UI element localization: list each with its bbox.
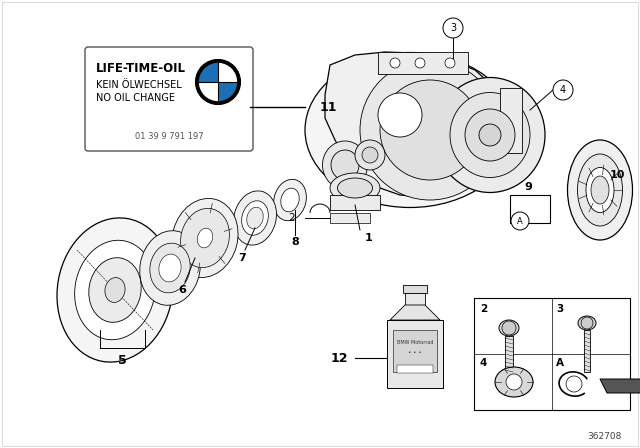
Wedge shape bbox=[198, 62, 218, 82]
Text: KEIN ÖLWECHSEL: KEIN ÖLWECHSEL bbox=[96, 80, 182, 90]
Ellipse shape bbox=[495, 367, 533, 397]
Text: 8: 8 bbox=[291, 237, 299, 247]
Circle shape bbox=[445, 58, 455, 68]
Ellipse shape bbox=[140, 231, 200, 305]
Ellipse shape bbox=[568, 140, 632, 240]
Ellipse shape bbox=[465, 109, 515, 161]
Bar bbox=[378, 52, 468, 74]
Text: 11: 11 bbox=[320, 100, 337, 113]
Bar bbox=[405, 293, 425, 305]
Ellipse shape bbox=[586, 168, 614, 212]
Text: BMW Motorrad: BMW Motorrad bbox=[397, 340, 433, 345]
Text: • • •: • • • bbox=[408, 350, 422, 356]
Text: 3: 3 bbox=[450, 23, 456, 33]
Ellipse shape bbox=[380, 80, 480, 180]
Text: 12: 12 bbox=[330, 352, 348, 365]
Bar bbox=[584, 330, 590, 372]
Ellipse shape bbox=[360, 60, 500, 200]
Text: 1: 1 bbox=[365, 233, 372, 243]
Polygon shape bbox=[390, 305, 440, 320]
Ellipse shape bbox=[57, 218, 173, 362]
Text: 5: 5 bbox=[118, 353, 126, 366]
Circle shape bbox=[355, 140, 385, 170]
Circle shape bbox=[196, 60, 240, 104]
Ellipse shape bbox=[274, 179, 307, 221]
Ellipse shape bbox=[197, 228, 212, 248]
Ellipse shape bbox=[591, 176, 609, 204]
Polygon shape bbox=[325, 52, 505, 197]
Text: 362708: 362708 bbox=[588, 431, 622, 440]
Circle shape bbox=[581, 317, 593, 329]
Ellipse shape bbox=[305, 52, 515, 207]
Ellipse shape bbox=[499, 320, 519, 336]
Ellipse shape bbox=[331, 150, 359, 180]
Circle shape bbox=[390, 58, 400, 68]
Text: A: A bbox=[517, 216, 523, 225]
Ellipse shape bbox=[159, 254, 181, 282]
Text: A: A bbox=[556, 358, 564, 368]
Ellipse shape bbox=[337, 178, 372, 198]
Ellipse shape bbox=[172, 198, 238, 278]
Wedge shape bbox=[218, 82, 238, 102]
Text: 4: 4 bbox=[560, 85, 566, 95]
Bar bbox=[387, 320, 443, 388]
Ellipse shape bbox=[242, 201, 268, 235]
Circle shape bbox=[566, 376, 582, 392]
Polygon shape bbox=[600, 379, 640, 393]
Circle shape bbox=[378, 93, 422, 137]
Text: 2: 2 bbox=[289, 213, 295, 223]
Circle shape bbox=[198, 62, 238, 102]
Circle shape bbox=[511, 212, 529, 230]
Bar bbox=[505, 336, 513, 371]
Ellipse shape bbox=[89, 258, 141, 322]
Text: 3: 3 bbox=[556, 304, 563, 314]
Text: 7: 7 bbox=[238, 253, 246, 263]
Circle shape bbox=[362, 147, 378, 163]
Ellipse shape bbox=[450, 92, 530, 177]
Ellipse shape bbox=[234, 191, 276, 245]
Text: 10: 10 bbox=[610, 170, 625, 180]
FancyBboxPatch shape bbox=[85, 47, 253, 151]
Ellipse shape bbox=[150, 243, 190, 293]
Bar bbox=[500, 88, 522, 153]
Ellipse shape bbox=[180, 208, 230, 267]
Bar bbox=[330, 195, 380, 210]
Ellipse shape bbox=[105, 278, 125, 302]
Text: LIFE-TIME-OIL: LIFE-TIME-OIL bbox=[96, 61, 186, 74]
Circle shape bbox=[415, 58, 425, 68]
Ellipse shape bbox=[578, 316, 596, 330]
Text: 2: 2 bbox=[480, 304, 487, 314]
Ellipse shape bbox=[435, 78, 545, 193]
Text: 4: 4 bbox=[480, 358, 488, 368]
Ellipse shape bbox=[577, 154, 623, 226]
Circle shape bbox=[502, 321, 516, 335]
Bar bbox=[330, 213, 370, 223]
Text: 01 39 9 791 197: 01 39 9 791 197 bbox=[134, 132, 204, 141]
Text: NO OIL CHANGE: NO OIL CHANGE bbox=[96, 93, 175, 103]
Bar bbox=[474, 298, 630, 410]
Bar bbox=[393, 330, 437, 372]
Bar bbox=[397, 365, 433, 373]
Ellipse shape bbox=[330, 173, 380, 203]
Circle shape bbox=[443, 18, 463, 38]
Circle shape bbox=[506, 374, 522, 390]
Circle shape bbox=[553, 80, 573, 100]
Text: 6: 6 bbox=[178, 285, 186, 295]
Ellipse shape bbox=[75, 240, 156, 340]
Ellipse shape bbox=[323, 141, 367, 189]
Ellipse shape bbox=[247, 207, 263, 229]
Ellipse shape bbox=[479, 124, 501, 146]
Bar bbox=[510, 195, 550, 223]
Ellipse shape bbox=[281, 188, 300, 212]
Bar bbox=[403, 285, 427, 293]
Text: 9: 9 bbox=[524, 182, 532, 192]
